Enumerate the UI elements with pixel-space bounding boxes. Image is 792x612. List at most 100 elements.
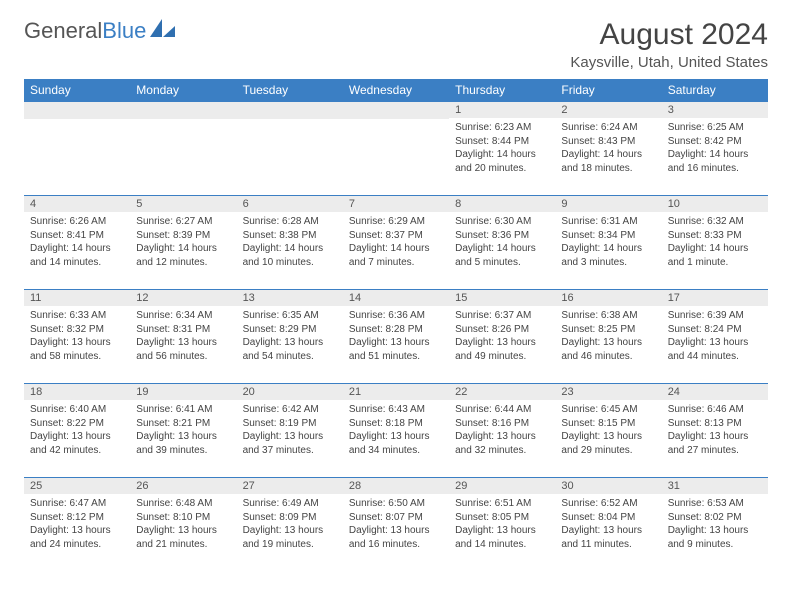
weekday-header: Thursday (449, 79, 555, 102)
day-info: Sunrise: 6:53 AMSunset: 8:02 PMDaylight:… (662, 494, 768, 555)
calendar-cell: 8Sunrise: 6:30 AMSunset: 8:36 PMDaylight… (449, 196, 555, 290)
day-number: 16 (555, 290, 661, 306)
day-info: Sunrise: 6:48 AMSunset: 8:10 PMDaylight:… (130, 494, 236, 555)
title-block: August 2024 Kaysville, Utah, United Stat… (570, 18, 768, 71)
calendar-head: SundayMondayTuesdayWednesdayThursdayFrid… (24, 79, 768, 102)
day-number: 1 (449, 102, 555, 118)
day-number: 19 (130, 384, 236, 400)
sail-icon (150, 19, 176, 44)
day-number-empty (130, 102, 236, 119)
calendar-cell: 14Sunrise: 6:36 AMSunset: 8:28 PMDayligh… (343, 290, 449, 384)
day-number: 7 (343, 196, 449, 212)
day-number: 2 (555, 102, 661, 118)
calendar-row: 1Sunrise: 6:23 AMSunset: 8:44 PMDaylight… (24, 102, 768, 196)
day-number: 13 (237, 290, 343, 306)
calendar-cell: 19Sunrise: 6:41 AMSunset: 8:21 PMDayligh… (130, 384, 236, 478)
header: GeneralBlue August 2024 Kaysville, Utah,… (24, 18, 768, 71)
day-number: 18 (24, 384, 130, 400)
day-number: 14 (343, 290, 449, 306)
day-info: Sunrise: 6:35 AMSunset: 8:29 PMDaylight:… (237, 306, 343, 367)
calendar-cell (130, 102, 236, 196)
day-info: Sunrise: 6:41 AMSunset: 8:21 PMDaylight:… (130, 400, 236, 461)
day-info: Sunrise: 6:42 AMSunset: 8:19 PMDaylight:… (237, 400, 343, 461)
calendar-cell: 6Sunrise: 6:28 AMSunset: 8:38 PMDaylight… (237, 196, 343, 290)
calendar-cell: 22Sunrise: 6:44 AMSunset: 8:16 PMDayligh… (449, 384, 555, 478)
calendar-cell: 21Sunrise: 6:43 AMSunset: 8:18 PMDayligh… (343, 384, 449, 478)
day-number: 4 (24, 196, 130, 212)
day-info: Sunrise: 6:33 AMSunset: 8:32 PMDaylight:… (24, 306, 130, 367)
calendar-cell: 13Sunrise: 6:35 AMSunset: 8:29 PMDayligh… (237, 290, 343, 384)
day-info: Sunrise: 6:36 AMSunset: 8:28 PMDaylight:… (343, 306, 449, 367)
calendar-cell: 20Sunrise: 6:42 AMSunset: 8:19 PMDayligh… (237, 384, 343, 478)
day-info: Sunrise: 6:32 AMSunset: 8:33 PMDaylight:… (662, 212, 768, 273)
day-info: Sunrise: 6:31 AMSunset: 8:34 PMDaylight:… (555, 212, 661, 273)
day-info: Sunrise: 6:29 AMSunset: 8:37 PMDaylight:… (343, 212, 449, 273)
calendar-cell: 9Sunrise: 6:31 AMSunset: 8:34 PMDaylight… (555, 196, 661, 290)
day-number: 5 (130, 196, 236, 212)
weekday-header: Saturday (662, 79, 768, 102)
day-number: 15 (449, 290, 555, 306)
calendar-cell: 28Sunrise: 6:50 AMSunset: 8:07 PMDayligh… (343, 478, 449, 572)
logo-text: GeneralBlue (24, 18, 146, 44)
day-info: Sunrise: 6:30 AMSunset: 8:36 PMDaylight:… (449, 212, 555, 273)
day-number: 27 (237, 478, 343, 494)
day-info: Sunrise: 6:50 AMSunset: 8:07 PMDaylight:… (343, 494, 449, 555)
logo-word1: General (24, 18, 102, 43)
day-number: 3 (662, 102, 768, 118)
day-info: Sunrise: 6:52 AMSunset: 8:04 PMDaylight:… (555, 494, 661, 555)
weekday-header: Wednesday (343, 79, 449, 102)
day-number-empty (343, 102, 449, 119)
location: Kaysville, Utah, United States (570, 54, 768, 71)
day-number: 25 (24, 478, 130, 494)
day-number: 11 (24, 290, 130, 306)
calendar-cell: 18Sunrise: 6:40 AMSunset: 8:22 PMDayligh… (24, 384, 130, 478)
logo: GeneralBlue (24, 18, 176, 44)
day-number: 31 (662, 478, 768, 494)
day-number: 10 (662, 196, 768, 212)
calendar-row: 4Sunrise: 6:26 AMSunset: 8:41 PMDaylight… (24, 196, 768, 290)
day-number: 21 (343, 384, 449, 400)
day-number: 29 (449, 478, 555, 494)
calendar-cell: 31Sunrise: 6:53 AMSunset: 8:02 PMDayligh… (662, 478, 768, 572)
calendar-cell: 29Sunrise: 6:51 AMSunset: 8:05 PMDayligh… (449, 478, 555, 572)
calendar-cell: 10Sunrise: 6:32 AMSunset: 8:33 PMDayligh… (662, 196, 768, 290)
day-info: Sunrise: 6:47 AMSunset: 8:12 PMDaylight:… (24, 494, 130, 555)
logo-word2: Blue (102, 18, 146, 43)
day-info: Sunrise: 6:27 AMSunset: 8:39 PMDaylight:… (130, 212, 236, 273)
month-title: August 2024 (570, 18, 768, 52)
day-info: Sunrise: 6:28 AMSunset: 8:38 PMDaylight:… (237, 212, 343, 273)
calendar-cell (237, 102, 343, 196)
calendar-row: 11Sunrise: 6:33 AMSunset: 8:32 PMDayligh… (24, 290, 768, 384)
day-info: Sunrise: 6:23 AMSunset: 8:44 PMDaylight:… (449, 118, 555, 179)
day-info: Sunrise: 6:44 AMSunset: 8:16 PMDaylight:… (449, 400, 555, 461)
day-number: 20 (237, 384, 343, 400)
calendar-cell: 16Sunrise: 6:38 AMSunset: 8:25 PMDayligh… (555, 290, 661, 384)
calendar-cell: 7Sunrise: 6:29 AMSunset: 8:37 PMDaylight… (343, 196, 449, 290)
day-info: Sunrise: 6:51 AMSunset: 8:05 PMDaylight:… (449, 494, 555, 555)
day-info: Sunrise: 6:34 AMSunset: 8:31 PMDaylight:… (130, 306, 236, 367)
calendar-cell: 17Sunrise: 6:39 AMSunset: 8:24 PMDayligh… (662, 290, 768, 384)
calendar-cell: 26Sunrise: 6:48 AMSunset: 8:10 PMDayligh… (130, 478, 236, 572)
day-number-empty (24, 102, 130, 119)
day-number: 30 (555, 478, 661, 494)
day-info: Sunrise: 6:49 AMSunset: 8:09 PMDaylight:… (237, 494, 343, 555)
day-info: Sunrise: 6:37 AMSunset: 8:26 PMDaylight:… (449, 306, 555, 367)
day-number: 22 (449, 384, 555, 400)
day-number-empty (237, 102, 343, 119)
day-info: Sunrise: 6:24 AMSunset: 8:43 PMDaylight:… (555, 118, 661, 179)
calendar-cell: 25Sunrise: 6:47 AMSunset: 8:12 PMDayligh… (24, 478, 130, 572)
weekday-header: Friday (555, 79, 661, 102)
calendar-cell (24, 102, 130, 196)
calendar-cell (343, 102, 449, 196)
calendar-cell: 2Sunrise: 6:24 AMSunset: 8:43 PMDaylight… (555, 102, 661, 196)
day-number: 12 (130, 290, 236, 306)
calendar-cell: 27Sunrise: 6:49 AMSunset: 8:09 PMDayligh… (237, 478, 343, 572)
calendar-cell: 30Sunrise: 6:52 AMSunset: 8:04 PMDayligh… (555, 478, 661, 572)
day-number: 6 (237, 196, 343, 212)
day-info: Sunrise: 6:39 AMSunset: 8:24 PMDaylight:… (662, 306, 768, 367)
day-info: Sunrise: 6:43 AMSunset: 8:18 PMDaylight:… (343, 400, 449, 461)
day-number: 28 (343, 478, 449, 494)
calendar-cell: 3Sunrise: 6:25 AMSunset: 8:42 PMDaylight… (662, 102, 768, 196)
calendar-body: 1Sunrise: 6:23 AMSunset: 8:44 PMDaylight… (24, 102, 768, 572)
weekday-header: Sunday (24, 79, 130, 102)
